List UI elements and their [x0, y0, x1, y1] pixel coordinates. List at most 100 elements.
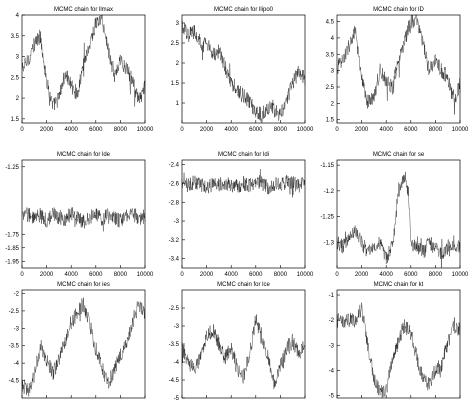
x-tick-label: 6000 — [404, 127, 418, 133]
x-tick-label: 4000 — [65, 127, 79, 133]
axes-frame — [21, 289, 146, 399]
y-tick-label: 2 — [176, 61, 180, 67]
x-tick-label: 4000 — [380, 272, 394, 278]
y-tick-label: 4 — [16, 13, 20, 19]
x-tick-label: 4000 — [65, 272, 79, 278]
panel-title: MCMC chain for ies — [57, 282, 110, 288]
y-tick-label: 1 — [176, 101, 180, 107]
x-tick-label: 10000 — [452, 127, 469, 133]
y-tick-label: -1.3 — [324, 240, 335, 246]
y-tick-label: -1.95 — [5, 259, 19, 265]
y-tick-label: -1.25 — [320, 215, 334, 221]
x-tick-label: 6000 — [89, 127, 103, 133]
y-tick-label: -2 — [329, 318, 335, 324]
y-tick-label: 2.5 — [11, 75, 20, 81]
y-tick-label: -3.2 — [169, 238, 180, 244]
y-tick-label: -2.5 — [9, 309, 20, 315]
axes-frame — [181, 289, 306, 399]
x-tick-label: 2000 — [200, 127, 214, 133]
y-tick-label: 1.5 — [326, 118, 335, 124]
x-tick-label: 6000 — [249, 272, 263, 278]
trace-line — [21, 207, 146, 232]
y-tick-label: -3 — [14, 326, 20, 332]
axes-frame — [21, 159, 146, 269]
axes-frame — [336, 289, 461, 399]
y-tick-label: -1.75 — [5, 232, 19, 238]
axes-frame — [21, 14, 146, 124]
y-tick-label: -5 — [174, 396, 180, 400]
chart-panel-6: MCMC chain for se 0 2000 4000 6000 8000 10000 -… — [320, 152, 469, 278]
x-tick-label: 8000 — [114, 272, 128, 278]
panel-title: MCMC chain for ldi — [218, 152, 269, 158]
x-tick-label: 10000 — [452, 272, 469, 278]
y-tick-label: 2.5 — [326, 85, 335, 91]
panel-title: MCMC chain for llipo0 — [214, 7, 274, 13]
y-tick-label: -4 — [174, 360, 180, 366]
chart-panel-3: MCMC chain for lD 0 2000 4000 6000 8000 10000 1… — [326, 7, 469, 133]
x-tick-label: 8000 — [429, 127, 443, 133]
panel-title: MCMC chain for llmax — [54, 7, 113, 13]
chart-panel-1: MCMC chain for llmax 0 2000 4000 6000 8000 100… — [11, 7, 154, 133]
chart-panel-5: MCMC chain for ldi 0 2000 4000 6000 8000 10000… — [169, 152, 314, 278]
x-tick-label: 0 — [20, 272, 24, 278]
y-tick-label: -1.2 — [324, 189, 335, 195]
x-tick-label: 6000 — [89, 272, 103, 278]
y-tick-label: -4.5 — [9, 379, 20, 385]
y-tick-label: 3.5 — [11, 34, 20, 40]
y-tick-label: -3.5 — [169, 342, 180, 348]
trace-line — [181, 169, 306, 198]
x-tick-label: 8000 — [274, 127, 288, 133]
x-tick-label: 6000 — [404, 272, 418, 278]
trace-line — [21, 297, 146, 397]
y-tick-label: -4.5 — [169, 378, 180, 384]
axes-frame — [336, 14, 461, 124]
y-tick-label: -1.15 — [320, 163, 334, 169]
x-tick-label: 2000 — [200, 272, 214, 278]
chart-panel-7: MCMC chain for ies0200040006000800010000… — [9, 282, 146, 399]
y-tick-label: -2.4 — [169, 163, 180, 169]
x-tick-label: 10000 — [137, 272, 154, 278]
trace-line — [336, 14, 461, 115]
y-tick-label: -3 — [329, 343, 335, 349]
y-tick-label: 3 — [176, 21, 180, 27]
x-tick-label: 6000 — [249, 127, 263, 133]
y-tick-label: -4 — [14, 361, 20, 367]
x-tick-label: 0 — [335, 127, 339, 133]
x-tick-label: 4000 — [225, 127, 239, 133]
axes-frame — [181, 14, 306, 124]
trace-line — [181, 20, 306, 124]
panel-title: MCMC chain for se — [373, 152, 425, 158]
y-tick-label: 1.5 — [171, 81, 180, 87]
chart-panel-9: MCMC chain for kt0200040006000800010000-… — [329, 282, 461, 399]
y-tick-label: 1.5 — [11, 117, 20, 123]
y-tick-label: -1.85 — [5, 246, 19, 252]
x-tick-label: 0 — [180, 127, 184, 133]
y-tick-label: -1 — [329, 293, 335, 299]
x-tick-label: 2000 — [355, 127, 369, 133]
x-tick-label: 4000 — [380, 127, 394, 133]
x-tick-label: 0 — [335, 272, 339, 278]
x-tick-label: 0 — [20, 127, 24, 133]
y-tick-label: -2 — [14, 291, 20, 297]
x-tick-label: 8000 — [429, 272, 443, 278]
trace-line — [21, 14, 146, 111]
x-tick-label: 2000 — [40, 127, 54, 133]
y-tick-label: 3 — [16, 55, 20, 61]
y-tick-label: 4.5 — [326, 20, 335, 26]
y-tick-label: 3 — [331, 69, 335, 75]
y-tick-label: -2.8 — [169, 200, 180, 206]
y-tick-label: 3.5 — [326, 52, 335, 58]
axes-frame — [181, 159, 306, 269]
y-tick-label: -2.6 — [169, 181, 180, 187]
chart-panel-4: MCMC chain for lde 0 2000 4000 6000 8000 10000… — [5, 152, 154, 278]
x-tick-label: 10000 — [297, 127, 314, 133]
x-tick-label: 2000 — [40, 272, 54, 278]
panel-title: MCMC chain for lD — [373, 7, 424, 13]
x-tick-label: 0 — [180, 272, 184, 278]
y-tick-label: -3 — [174, 219, 180, 225]
panel-title: MCMC chain for lde — [57, 152, 111, 158]
x-tick-label: 4000 — [225, 272, 239, 278]
y-tick-label: 2.5 — [171, 41, 180, 47]
panel-title: MCMC chain for kt — [374, 282, 424, 288]
